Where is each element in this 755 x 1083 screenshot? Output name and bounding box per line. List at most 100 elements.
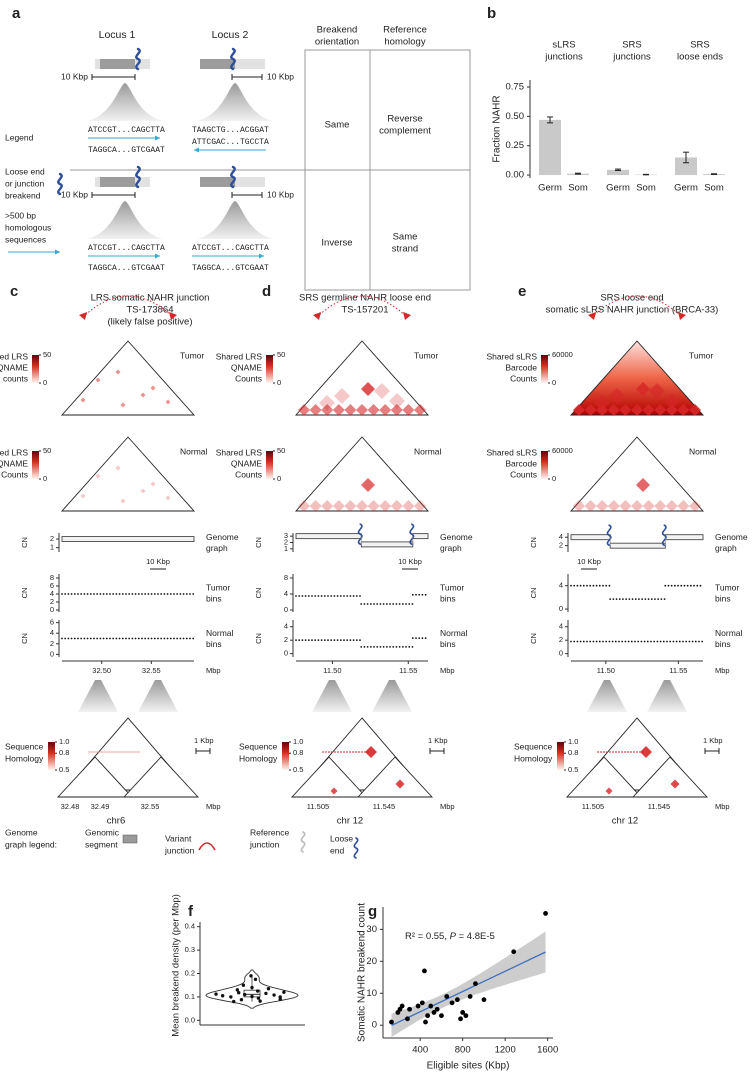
heatmap-cell	[619, 404, 632, 416]
facet-title: junctions	[612, 52, 651, 63]
homology-fan	[87, 201, 163, 239]
x-unit: Mbp	[206, 666, 221, 675]
heatmap-cell	[95, 473, 101, 479]
x-unit: Mbp	[440, 802, 455, 811]
colorbar-tick-label: 1.0	[293, 737, 303, 746]
heatmap-cell	[573, 404, 585, 416]
bar	[539, 119, 561, 176]
x-tick-label: Germ	[606, 183, 630, 194]
bar	[607, 169, 629, 176]
y-tick-label: 2	[50, 639, 54, 648]
arrow-head	[259, 253, 264, 259]
y-tick-label: 0.25	[506, 140, 525, 151]
heatmap-cell	[584, 500, 597, 512]
y-axis-label: CN	[20, 588, 29, 599]
table-header: Breakend	[317, 25, 358, 36]
colorbar-label: Counts	[510, 469, 537, 479]
homology-map	[290, 756, 368, 798]
y-axis-label: CN	[529, 588, 538, 599]
y-axis-label: CN	[20, 537, 29, 548]
heatmap-cell	[395, 779, 405, 789]
heatmap-cell	[298, 500, 310, 512]
heatmap-cell	[298, 404, 310, 416]
legend-text: junction	[164, 845, 195, 855]
legend-text: junction	[249, 839, 280, 849]
point	[242, 992, 247, 997]
colorbar	[266, 451, 273, 479]
homology-cell: complement	[379, 126, 431, 137]
legend-title: graph legend:	[5, 839, 57, 849]
annotation: R² = 0.55, P = 4.8E-5	[405, 931, 495, 942]
heatmap-cell	[594, 395, 610, 411]
x-unit: Mbp	[715, 802, 730, 811]
heatmap-cell	[584, 404, 597, 416]
panel-title: somatic sLRS NAHR junction (BRCA-33)	[546, 305, 719, 316]
colorbar-tick-label: 60000	[552, 446, 573, 455]
genome-segment	[295, 533, 362, 540]
heatmap-cell	[95, 377, 101, 383]
point	[264, 991, 268, 996]
x-unit: Mbp	[440, 666, 455, 675]
heatmap-cell	[689, 500, 701, 512]
y-axis-label: CN	[529, 633, 538, 644]
point	[399, 1003, 405, 1009]
y-tick-label: 0.3	[185, 945, 195, 954]
y-tick-label: 1	[284, 544, 288, 553]
arrow-head	[55, 249, 60, 255]
arc-arrow	[678, 312, 686, 320]
point	[405, 1016, 410, 1022]
colorbar-tick-label: 0	[43, 378, 47, 387]
panel-letter: g	[368, 903, 377, 920]
homology-cell: Same	[393, 232, 418, 243]
point	[237, 990, 241, 995]
point	[278, 995, 282, 999]
legend-text: Variant	[165, 833, 192, 843]
point	[253, 977, 258, 982]
panel-letter: f	[188, 903, 194, 920]
colorbar-tick-label: 0.5	[293, 765, 303, 774]
homology-fan	[197, 201, 273, 239]
x-tick-label: 32.55	[141, 802, 160, 811]
y-tick-label: 4	[50, 628, 54, 637]
x-tick-label: 11.50	[597, 666, 615, 675]
x-tick-label: Som	[704, 183, 724, 194]
legend-segment	[122, 834, 138, 844]
track-name: bins	[440, 639, 456, 649]
point	[467, 994, 473, 999]
heatmap-cell	[607, 404, 620, 416]
contact-map	[294, 436, 430, 512]
heatmap-cell	[150, 385, 156, 391]
panel-title: LRS somatic NAHR junction	[91, 293, 210, 304]
heatmap-cell	[649, 383, 665, 399]
heatmap-cell	[365, 746, 377, 758]
colorbar-label: Homology	[514, 753, 553, 763]
arc-arrow	[588, 312, 596, 320]
heatmap-cell	[665, 500, 678, 512]
heatmap-cell	[677, 500, 690, 512]
chromosome-label: chr 12	[612, 816, 638, 827]
colorbar-label: Counts	[1, 469, 28, 479]
x-tick-label: Germ	[674, 183, 698, 194]
track-name: Normal	[715, 628, 743, 638]
confidence-band	[391, 931, 546, 1038]
heatmap-cell	[367, 500, 380, 512]
legend-text: Reference	[250, 827, 289, 837]
colorbar-label: Barcode	[505, 458, 537, 468]
heatmap-cell	[361, 382, 375, 396]
panel-letter: d	[262, 283, 271, 300]
sequence: ATCCGT...CAGCTTA	[192, 244, 269, 253]
colorbar-tick-label: 0.8	[293, 748, 303, 757]
panel-title: TS-173864	[126, 305, 173, 316]
heatmap-cell	[356, 404, 368, 416]
zoom-fan	[587, 680, 627, 712]
y-tick-label: 3	[284, 531, 288, 540]
y-tick-label: 6	[50, 618, 54, 627]
arrow-head	[194, 147, 199, 153]
y-axis-label: Fraction NAHR	[492, 95, 503, 162]
y-tick-label: 8	[284, 573, 288, 582]
facet-title: loose ends	[677, 52, 723, 63]
x-tick-label: 32.48	[61, 802, 80, 811]
heatmap-cell	[631, 404, 643, 416]
track-name: Normal	[440, 628, 468, 638]
point	[481, 997, 487, 1003]
